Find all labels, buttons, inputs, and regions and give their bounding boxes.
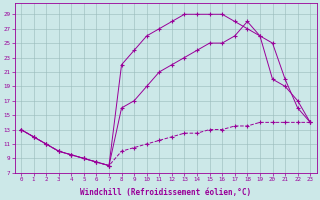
X-axis label: Windchill (Refroidissement éolien,°C): Windchill (Refroidissement éolien,°C)	[80, 188, 251, 197]
